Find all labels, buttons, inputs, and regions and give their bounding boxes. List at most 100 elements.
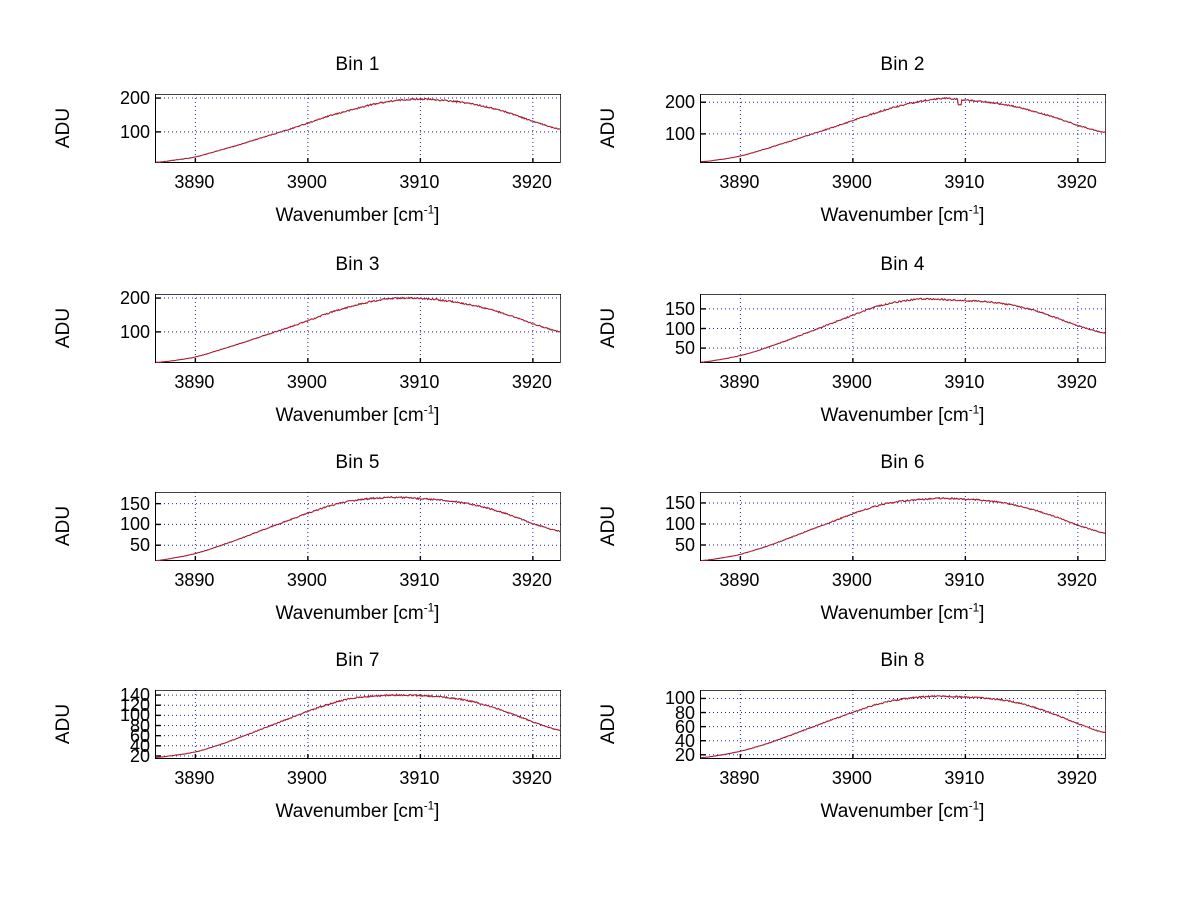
x-tick-label: 3910 [399, 570, 440, 590]
y-tick-label: 50 [674, 535, 695, 555]
x-tick-label: 3890 [719, 372, 760, 392]
subplot-bin-1: Bin 1 ADU 100 200 3890 3900 3910 3920 Wavenumber… [35, 54, 580, 258]
y-axis-label: ADU [53, 107, 74, 148]
y-axis-label: ADU [53, 505, 74, 546]
y-tick-labels: 20 40 60 80 100 120 140 [95, 686, 150, 765]
y-tick-label: 100 [664, 123, 695, 144]
y-tick-label: 50 [674, 338, 695, 359]
y-tick-label: 100 [664, 318, 695, 339]
x-tick-label: 3900 [286, 570, 327, 590]
x-axis-label-text: Wavenumber [cm [820, 205, 969, 226]
subplot-bin-2: Bin 2 ADU 100 200 3890 3900 3910 3920 Wavenumber… [580, 54, 1125, 258]
subplot-bin-3: Bin 3 ADU 100 200 3890 3900 3910 3920 Wavenumber… [35, 254, 580, 458]
y-axis-label: ADU [598, 307, 619, 348]
x-axis-label-suffix: ] [434, 405, 440, 426]
x-axis-label-text: Wavenumber [cm [275, 205, 424, 226]
x-tick-label: 3890 [719, 570, 760, 590]
spectrum-line [701, 96, 1106, 163]
x-tick-labels: 3890 3900 3910 3920 [700, 769, 1105, 793]
y-tick-labels: 100 200 [95, 289, 150, 363]
spectrum-line [156, 296, 561, 363]
y-tick-label: 150 [119, 493, 150, 514]
plot-canvas [156, 94, 561, 163]
x-axis-label-suffix: ] [979, 405, 985, 426]
y-tick-label: 20 [674, 744, 695, 765]
x-axis-label-exponent: -1 [968, 799, 980, 813]
x-axis-label: Wavenumber [cm-1] [700, 601, 1105, 625]
spectrum-line [156, 496, 561, 561]
x-tick-label: 3920 [1056, 372, 1097, 392]
x-tick-label: 3890 [174, 768, 215, 788]
x-tick-label: 3890 [719, 172, 760, 192]
x-axis-label-suffix: ] [979, 801, 985, 822]
x-tick-label: 3900 [831, 172, 872, 192]
subplot-bin-5: Bin 5 ADU 50 100 150 3890 3900 3910 3920 Wavenumb… [35, 452, 580, 656]
x-axis-label: Wavenumber [cm-1] [155, 601, 560, 625]
subplot-bin-6: Bin 6 ADU 50 100 150 3890 3900 3910 3920 Wavenumb… [580, 452, 1125, 656]
y-tick-label: 150 [664, 298, 695, 319]
y-tick-label: 120 [119, 695, 150, 716]
x-tick-label: 3910 [399, 172, 440, 192]
plot-canvas [701, 690, 1106, 759]
x-tick-labels: 3890 3900 3910 3920 [700, 571, 1105, 595]
y-axis-label: ADU [598, 505, 619, 546]
y-tick-label: 80 [674, 702, 695, 723]
y-axis-label: ADU [53, 703, 74, 744]
y-tick-label: 50 [129, 535, 150, 556]
x-axis-label-exponent: -1 [423, 403, 435, 417]
y-tick-labels: 100 200 [95, 89, 150, 163]
x-tick-label: 3920 [511, 172, 552, 192]
plot-area [700, 294, 1106, 363]
subplot-title: Bin 7 [335, 650, 380, 671]
x-axis-label: Wavenumber [cm-1] [700, 799, 1105, 823]
y-tick-label: 140 [119, 685, 150, 706]
x-axis-label: Wavenumber [cm-1] [700, 404, 1105, 427]
x-axis-label-text: Wavenumber [cm [820, 801, 969, 822]
subplot-title: Bin 3 [335, 254, 380, 275]
x-tick-label: 3920 [1056, 172, 1097, 192]
x-tick-label: 3900 [286, 372, 327, 392]
y-tick-label: 80 [129, 715, 150, 736]
x-axis-label-exponent: -1 [968, 601, 980, 615]
x-tick-label: 3910 [944, 570, 985, 590]
plot-canvas [156, 294, 561, 363]
subplot-bin-7: Bin 7 ADU 20 40 60 80 100 120 140 3890 3900 3910 392… [35, 650, 580, 854]
plot-area [700, 690, 1106, 759]
x-tick-label: 3920 [1056, 570, 1097, 590]
x-axis-label-text: Wavenumber [cm [275, 801, 424, 822]
x-axis-label-text: Wavenumber [cm [275, 603, 424, 624]
x-tick-label: 3900 [831, 570, 872, 590]
spectrum-line [156, 97, 561, 163]
y-axis-label: ADU [598, 703, 619, 744]
y-tick-label: 100 [664, 688, 695, 709]
x-tick-labels: 3890 3900 3910 3920 [155, 769, 560, 793]
subplot-bin-4: Bin 4 ADU 50 100 150 3890 3900 3910 3920 Wavenumb… [580, 254, 1125, 458]
x-tick-label: 3900 [286, 768, 327, 788]
x-axis-label-exponent: -1 [423, 203, 435, 217]
x-tick-labels: 3890 3900 3910 3920 [700, 373, 1105, 397]
x-axis-label-exponent: -1 [423, 601, 435, 615]
x-axis-label-suffix: ] [434, 205, 440, 226]
spectrum-line [701, 496, 1106, 561]
x-tick-label: 3900 [286, 172, 327, 192]
y-tick-label: 40 [674, 730, 695, 751]
y-tick-labels: 100 200 [640, 93, 695, 163]
y-tick-labels: 50 100 150 [640, 492, 695, 561]
x-axis-label-exponent: -1 [423, 799, 435, 813]
spectrum-line [701, 694, 1106, 759]
plot-canvas [701, 294, 1106, 363]
x-axis-label: Wavenumber [cm-1] [155, 203, 560, 227]
y-tick-label: 200 [119, 88, 150, 109]
x-tick-label: 3920 [511, 570, 552, 590]
y-tick-label: 200 [119, 288, 150, 309]
x-tick-label: 3920 [1056, 768, 1097, 788]
x-tick-label: 3910 [399, 372, 440, 392]
plot-area [155, 492, 561, 561]
y-tick-label: 100 [119, 321, 150, 342]
x-axis-label: Wavenumber [cm-1] [155, 799, 560, 823]
x-tick-label: 3890 [174, 570, 215, 590]
y-tick-labels: 50 100 150 [95, 492, 150, 561]
y-axis-label: ADU [53, 307, 74, 348]
subplot-title: Bin 8 [880, 650, 925, 671]
